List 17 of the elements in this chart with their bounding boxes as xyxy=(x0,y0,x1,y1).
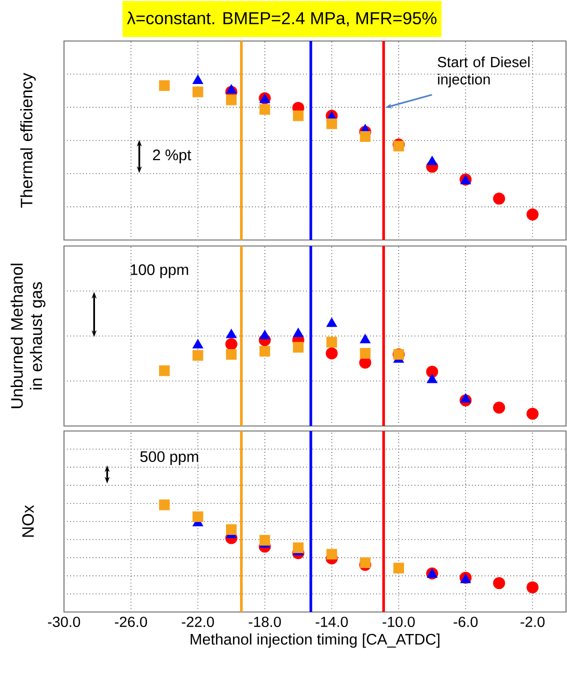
x-tick-label: -14.0 xyxy=(316,616,348,628)
x-axis-title: Methanol injection timing [CA_ATDC] xyxy=(190,633,440,648)
x-tick-label: -2.0 xyxy=(520,616,545,628)
x-tick-label: -30.0 xyxy=(48,616,80,628)
y-axis-title: Thermal efficiency xyxy=(20,72,36,208)
text: 500 ppm xyxy=(140,451,198,466)
y-axis-title: Unburned Methanol in exhaust gas xyxy=(10,264,46,408)
x-tick-label: -26.0 xyxy=(114,616,147,628)
x-tick-label: -6.0 xyxy=(454,616,478,628)
text: 100 ppm xyxy=(130,264,188,278)
x-tick-label: -18.0 xyxy=(248,616,281,628)
y-axis-title: NOx xyxy=(22,505,34,537)
annotation: Start of Diesel injection xyxy=(438,56,530,88)
chart-title: λ=constant. BMEP=2.4 MPa, MFR=95% xyxy=(127,12,436,26)
annotation: 2 %pt xyxy=(153,149,192,164)
x-tick-label: -10.0 xyxy=(382,616,415,628)
x-tick-label: -22.0 xyxy=(182,616,214,628)
